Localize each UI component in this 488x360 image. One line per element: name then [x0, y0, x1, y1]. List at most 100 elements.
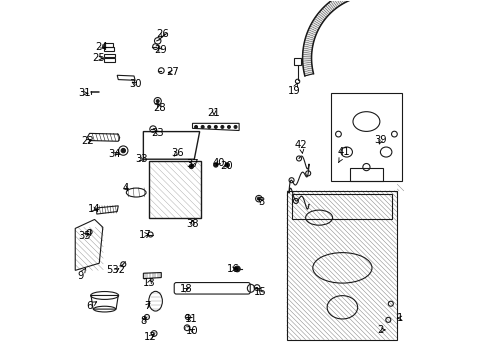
- Text: 35: 35: [79, 231, 91, 240]
- Text: 17: 17: [138, 230, 151, 239]
- Polygon shape: [308, 26, 318, 32]
- Polygon shape: [333, 0, 340, 6]
- Circle shape: [201, 126, 203, 129]
- Text: 39: 39: [374, 135, 386, 145]
- Text: 41: 41: [337, 147, 350, 162]
- Polygon shape: [302, 53, 311, 55]
- Circle shape: [156, 100, 159, 103]
- Circle shape: [234, 126, 237, 129]
- Polygon shape: [307, 30, 316, 35]
- Text: 36: 36: [170, 148, 183, 158]
- Text: 34: 34: [108, 149, 121, 159]
- Polygon shape: [315, 15, 324, 22]
- Text: 8: 8: [140, 316, 146, 325]
- Polygon shape: [335, 0, 341, 5]
- Text: 25: 25: [92, 53, 104, 63]
- Polygon shape: [323, 5, 331, 13]
- Text: 6: 6: [86, 301, 97, 311]
- Text: 42: 42: [294, 140, 307, 153]
- Text: 3: 3: [258, 197, 264, 207]
- Polygon shape: [316, 13, 325, 21]
- Polygon shape: [341, 0, 346, 3]
- Polygon shape: [304, 42, 312, 46]
- Polygon shape: [343, 0, 348, 1]
- Text: 27: 27: [166, 67, 179, 77]
- Polygon shape: [306, 32, 315, 37]
- Polygon shape: [303, 66, 312, 69]
- Polygon shape: [302, 63, 311, 66]
- Text: 9: 9: [77, 268, 85, 281]
- Polygon shape: [305, 38, 313, 42]
- Polygon shape: [322, 7, 329, 15]
- Polygon shape: [318, 12, 326, 19]
- Text: 30: 30: [129, 79, 141, 89]
- Text: 40: 40: [212, 158, 224, 168]
- Polygon shape: [302, 61, 311, 63]
- Polygon shape: [337, 0, 343, 4]
- Text: 23: 23: [151, 128, 163, 138]
- Text: 38: 38: [186, 219, 198, 229]
- Circle shape: [207, 126, 210, 129]
- Circle shape: [257, 197, 260, 200]
- Polygon shape: [309, 24, 318, 30]
- Text: 7: 7: [143, 301, 150, 311]
- Polygon shape: [313, 19, 321, 25]
- Text: 4: 4: [122, 183, 128, 193]
- Polygon shape: [305, 36, 314, 40]
- Text: 22: 22: [81, 136, 94, 146]
- Polygon shape: [303, 70, 312, 74]
- Text: 26: 26: [156, 29, 169, 39]
- Polygon shape: [303, 46, 312, 50]
- Text: 16: 16: [226, 264, 239, 274]
- Text: 29: 29: [154, 45, 166, 55]
- Polygon shape: [302, 50, 311, 53]
- Polygon shape: [305, 34, 315, 39]
- Polygon shape: [308, 28, 317, 33]
- Text: 31: 31: [79, 88, 91, 98]
- Circle shape: [121, 148, 125, 153]
- Polygon shape: [302, 59, 311, 61]
- Polygon shape: [330, 0, 337, 9]
- Polygon shape: [310, 22, 319, 28]
- Polygon shape: [304, 72, 313, 76]
- Circle shape: [214, 126, 217, 129]
- Polygon shape: [303, 68, 312, 72]
- Text: 15: 15: [254, 287, 266, 297]
- Polygon shape: [303, 48, 311, 51]
- Text: 28: 28: [153, 103, 165, 113]
- Text: 532: 532: [106, 265, 125, 275]
- Text: 10: 10: [186, 325, 199, 336]
- Polygon shape: [331, 0, 338, 7]
- Polygon shape: [302, 55, 311, 57]
- Text: 12: 12: [144, 332, 157, 342]
- Text: 37: 37: [186, 159, 199, 169]
- Circle shape: [189, 164, 193, 168]
- Polygon shape: [311, 21, 320, 27]
- Polygon shape: [314, 17, 323, 23]
- Text: 24: 24: [95, 42, 108, 51]
- Polygon shape: [328, 1, 335, 10]
- Text: 1: 1: [396, 313, 403, 323]
- Circle shape: [213, 163, 218, 167]
- Polygon shape: [303, 44, 312, 48]
- Polygon shape: [339, 0, 345, 3]
- Polygon shape: [303, 64, 311, 68]
- Circle shape: [221, 126, 224, 129]
- Text: 11: 11: [184, 314, 198, 324]
- Polygon shape: [304, 40, 313, 44]
- Text: 20: 20: [220, 161, 232, 171]
- Text: 19: 19: [287, 83, 300, 96]
- Text: 13: 13: [143, 278, 156, 288]
- Circle shape: [227, 126, 230, 129]
- Text: 21: 21: [207, 108, 220, 118]
- Text: 2: 2: [377, 325, 385, 335]
- Polygon shape: [320, 9, 328, 16]
- Polygon shape: [302, 57, 311, 59]
- Circle shape: [224, 163, 229, 167]
- Circle shape: [234, 266, 240, 272]
- Polygon shape: [319, 10, 327, 18]
- Text: 14: 14: [88, 204, 101, 215]
- Text: 18: 18: [180, 284, 192, 294]
- Text: 33: 33: [135, 154, 147, 164]
- Circle shape: [194, 126, 197, 129]
